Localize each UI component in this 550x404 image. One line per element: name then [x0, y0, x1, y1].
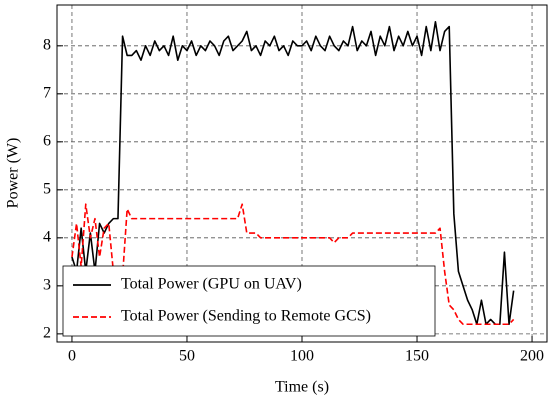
series-line	[71, 203, 515, 326]
y-axis-label: Power (W)	[5, 138, 22, 209]
legend-label: Total Power (GPU on UAV)	[121, 276, 302, 293]
x-tick-label: 50	[179, 348, 195, 365]
x-axis-label: Time (s)	[275, 379, 329, 396]
y-tick-label: 4	[43, 228, 51, 245]
x-tick-label: 200	[520, 348, 544, 365]
y-tick-label: 7	[43, 84, 51, 101]
y-tick-label: 2	[43, 325, 51, 342]
y-tick-label: 8	[43, 36, 51, 53]
y-tick-label: 5	[43, 180, 51, 197]
y-tick-label: 6	[43, 132, 51, 149]
y-tick-label: 3	[43, 277, 51, 294]
plot-frame	[56, 4, 548, 343]
x-tick-label: 0	[68, 348, 76, 365]
x-tick-label: 100	[290, 348, 314, 365]
x-tick-label: 150	[405, 348, 429, 365]
legend-box	[62, 265, 436, 337]
series-line	[71, 21, 515, 326]
legend-label: Total Power (Sending to Remote GCS)	[121, 308, 371, 325]
